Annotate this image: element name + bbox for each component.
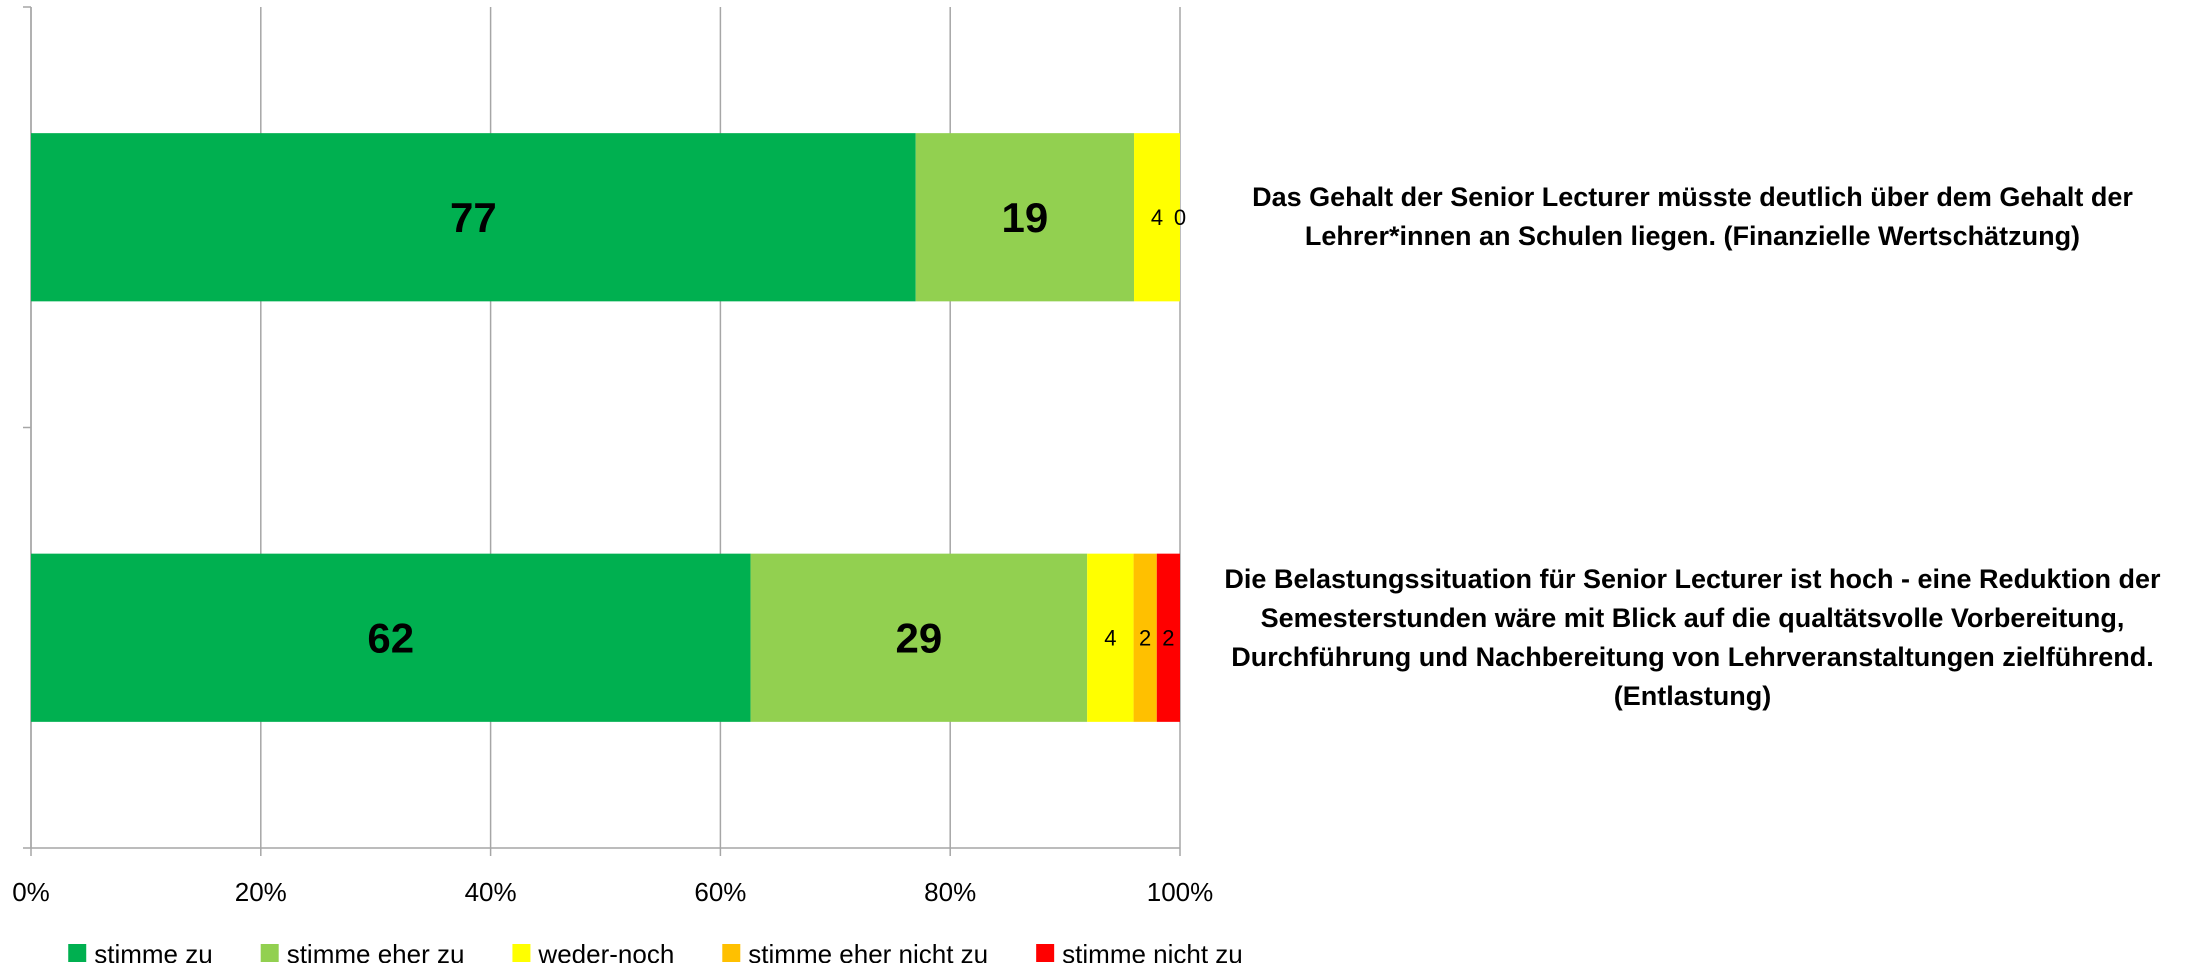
legend-swatch bbox=[512, 944, 531, 962]
legend-label: weder-noch bbox=[537, 939, 674, 963]
legend-label: stimme zu bbox=[94, 939, 212, 963]
legend-label: stimme eher nicht zu bbox=[748, 939, 988, 963]
bar-segment bbox=[750, 553, 1088, 722]
bar-segment bbox=[1133, 553, 1157, 722]
data-label: 19 bbox=[1002, 194, 1049, 241]
data-label: 29 bbox=[896, 614, 943, 661]
legend-swatch bbox=[260, 944, 279, 962]
x-tick-label: 60% bbox=[694, 877, 746, 907]
category-label: Das Gehalt der Senior Lecturer müsste de… bbox=[1252, 182, 2133, 252]
x-tick-label: 0% bbox=[12, 877, 50, 907]
legend-swatch bbox=[1036, 944, 1055, 962]
bar-segment bbox=[1156, 553, 1180, 722]
x-tick-label: 100% bbox=[1147, 877, 1214, 907]
x-tick-label: 80% bbox=[924, 877, 976, 907]
legend-label: stimme eher zu bbox=[287, 939, 465, 963]
bar-segment bbox=[1087, 553, 1134, 722]
bar-segment bbox=[31, 553, 751, 722]
bar-segment bbox=[915, 133, 1135, 302]
data-label: 77 bbox=[450, 194, 497, 241]
legend-label: stimme nicht zu bbox=[1062, 939, 1243, 963]
data-label: 2 bbox=[1162, 625, 1174, 650]
legend-swatch bbox=[68, 944, 87, 962]
data-label: 0 bbox=[1174, 205, 1186, 230]
data-label: 4 bbox=[1151, 205, 1163, 230]
data-label: 4 bbox=[1104, 625, 1116, 650]
data-label: 2 bbox=[1139, 625, 1151, 650]
x-tick-label: 20% bbox=[235, 877, 287, 907]
x-tick-label: 40% bbox=[465, 877, 517, 907]
data-label: 62 bbox=[367, 614, 414, 661]
bar-segment bbox=[31, 133, 916, 302]
category-label: Die Belastungssituation für Senior Lectu… bbox=[1224, 563, 2161, 711]
bar-segment bbox=[1134, 133, 1180, 302]
legend-swatch bbox=[722, 944, 741, 962]
